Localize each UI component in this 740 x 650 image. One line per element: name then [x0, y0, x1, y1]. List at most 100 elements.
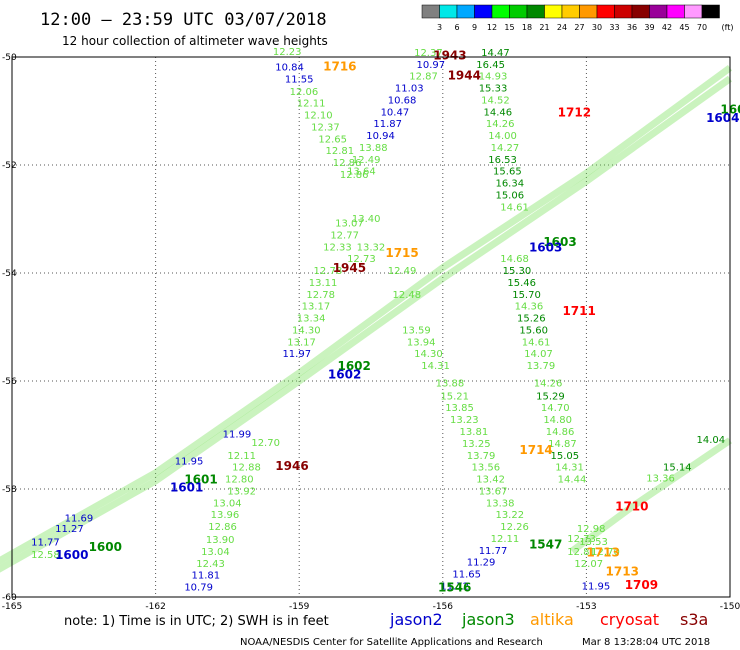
swh-label: 10.47 [381, 107, 410, 118]
swh-label: 15.06 [495, 190, 524, 201]
swh-label: 12.73 [347, 254, 376, 265]
color-swatch [649, 4, 668, 19]
swh-label: 11.69 [65, 513, 94, 524]
swh-label: 16.45 [476, 60, 505, 71]
swh-label: 12.81 [326, 146, 355, 157]
time-label: 1601 [170, 481, 203, 495]
swh-label: 13.38 [486, 498, 515, 509]
swh-label: 13.17 [287, 337, 316, 348]
swh-label: 13.94 [407, 337, 436, 348]
color-swatch [666, 4, 685, 19]
swh-label: 12.88 [232, 463, 261, 474]
color-scale-label: 12 [487, 23, 497, 32]
swh-label: 14.31 [555, 463, 584, 474]
swh-label: 14.07 [524, 349, 553, 360]
time-label: 1602 [328, 367, 361, 381]
swh-label: 14.44 [558, 475, 587, 486]
swh-label: 12.49 [352, 155, 381, 166]
swh-label: 12.87 [409, 72, 438, 83]
swh-label: 12.37 [311, 122, 340, 133]
swh-label: 13.56 [472, 463, 501, 474]
color-swatch [684, 4, 703, 19]
time-label: 1945 [333, 261, 366, 275]
time-label: 1714 [519, 443, 552, 457]
swh-label: 15.33 [479, 84, 508, 95]
swh-label: 14.30 [414, 349, 443, 360]
swh-label: 13.40 [352, 214, 381, 225]
swh-label: 13.42 [476, 475, 505, 486]
swh-label: 13.90 [206, 535, 235, 546]
swh-label: 11.95 [175, 457, 204, 468]
swh-label: 12.81 [567, 547, 596, 558]
swh-label: 12.78 [314, 266, 343, 277]
plot-frame [11, 56, 731, 598]
footer-note: note: 1) Time is in UTC; 2) SWH is in fe… [64, 614, 329, 629]
swh-label: 15.60 [519, 325, 548, 336]
swh-label: 12.70 [251, 438, 280, 449]
time-label: 1944 [448, 69, 481, 83]
swh-label: 13.88 [359, 143, 388, 154]
swh-label: 13.59 [402, 325, 431, 336]
swh-label: 12.78 [306, 290, 335, 301]
time-label: 1603 [543, 235, 576, 249]
color-swatch [596, 4, 615, 19]
swh-label: 13.11 [309, 278, 338, 289]
swh-label: 13.34 [297, 314, 326, 325]
swh-label: 14.46 [483, 107, 512, 118]
time-label: 1600 [55, 548, 88, 562]
swh-label: 13.22 [495, 510, 524, 521]
swh-label: 15.30 [503, 266, 532, 277]
color-scale-label: 45 [679, 23, 689, 32]
y-tick-label: -58 [2, 485, 17, 495]
color-scale-label: 70 [697, 23, 707, 32]
swh-label: 12.49 [388, 266, 417, 277]
color-scale-label: 39 [644, 23, 654, 32]
swh-label: 12.10 [304, 111, 333, 122]
color-scale-label: 27 [574, 23, 584, 32]
color-swatch [544, 4, 563, 19]
color-scale-label: 33 [609, 23, 619, 32]
swh-label: 15.21 [440, 391, 469, 402]
y-tick-label: -52 [2, 161, 17, 171]
swh-label: 14.47 [481, 48, 510, 59]
swh-label: 11.65 [452, 570, 481, 581]
color-scale-label: 9 [472, 23, 477, 32]
swh-label: 14.04 [696, 435, 725, 446]
swh-label: 13.79 [467, 451, 496, 462]
swh-label: 12.33 [323, 242, 352, 253]
swh-label: 14.27 [491, 143, 520, 154]
swh-label: 12.80 [225, 475, 254, 486]
swh-label: 15.26 [517, 314, 546, 325]
color-swatch [491, 4, 510, 19]
swh-label: 13.32 [357, 242, 386, 253]
time-label: 1600 [89, 540, 122, 554]
swh-label: 11.97 [282, 349, 311, 360]
time-label: 1601 [184, 473, 217, 487]
time-labels: 1943 1944 1945 1946 1716 1715 1714 1713 1713 1712… [55, 49, 740, 595]
chart-title: 12:00 – 23:59 UTC 03/07/2018 [40, 10, 327, 30]
track-jason3 [0, 64, 733, 565]
color-swatch [701, 4, 720, 19]
swh-label: 10.97 [416, 60, 445, 71]
swh-label: 14.86 [546, 427, 575, 438]
x-tick-label: -159 [289, 602, 310, 612]
track-altika [569, 437, 732, 554]
color-swatch [614, 4, 633, 19]
swh-label: 15.65 [493, 167, 522, 178]
swh-label: 11.72 [440, 581, 469, 592]
color-scale-label: 18 [522, 23, 532, 32]
swh-label: 12.73 [567, 534, 596, 545]
swh-label: 15.29 [536, 391, 565, 402]
swh-label: 14.30 [292, 325, 321, 336]
swh-label: 12.98 [577, 524, 606, 535]
swh-label: 16.53 [488, 155, 517, 166]
x-tick-label: -162 [145, 602, 165, 612]
time-label: 1713 [606, 564, 639, 578]
color-swatch [474, 4, 493, 19]
swh-label: 11.03 [395, 84, 424, 95]
time-label: 1715 [385, 246, 418, 260]
footer-timestamp: Mar 8 13:28:04 UTC 2018 [582, 637, 710, 648]
time-label: 1711 [562, 304, 595, 318]
color-swatch [439, 4, 458, 19]
color-scale-label: 24 [557, 23, 567, 32]
